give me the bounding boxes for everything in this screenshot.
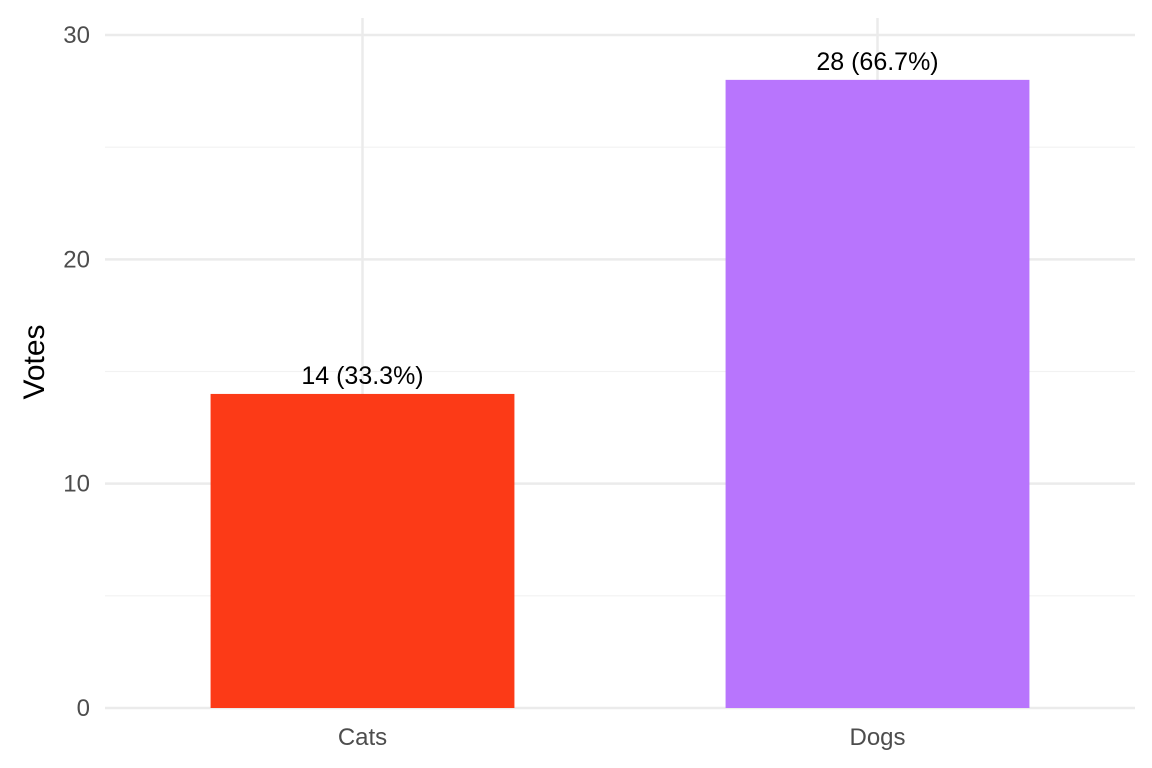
bar-dogs [725,79,1030,708]
y-tick-label: 30 [63,22,90,49]
y-tick-label: 10 [63,471,90,498]
y-axis-ticks: 0 10 20 30 [63,22,90,722]
y-tick-label: 20 [63,246,90,273]
bar-cats [210,393,515,708]
x-tick-label: Cats [338,724,387,751]
data-label-dogs: 28 (66.7%) [816,48,938,76]
x-tick-label: Dogs [849,724,905,751]
data-labels: 14 (33.3%) 28 (66.7%) [301,48,938,390]
y-tick-label: 0 [77,695,90,722]
data-label-cats: 14 (33.3%) [301,362,423,390]
bars [210,79,1030,708]
x-axis-ticks: Cats Dogs [338,724,906,751]
y-axis-title: Votes [18,324,51,399]
